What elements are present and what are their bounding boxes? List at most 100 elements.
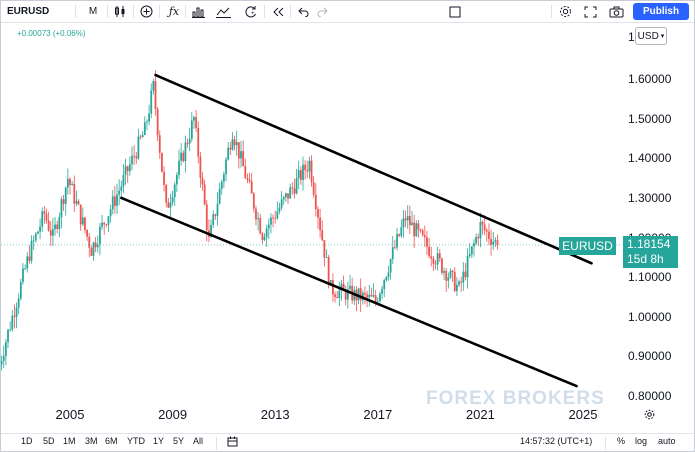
percent-toggle[interactable]: % — [617, 436, 626, 446]
replay-icon[interactable]: + — [243, 1, 259, 22]
channel-upper-trendline — [154, 73, 593, 265]
snapshot-icon[interactable] — [607, 1, 625, 22]
candle-body — [344, 289, 347, 300]
candle-body — [338, 290, 341, 298]
candle-body — [182, 152, 185, 162]
timeframe-5y[interactable]: 5Y — [173, 436, 185, 446]
price-axis-label: 0.90000 — [628, 349, 672, 364]
candle-body — [248, 179, 251, 182]
bar-replay-icon[interactable] — [271, 1, 285, 22]
alert-icon[interactable] — [215, 1, 231, 22]
templates-icon[interactable] — [191, 1, 205, 22]
candle-body — [94, 242, 97, 248]
candle-body — [449, 270, 452, 278]
date-range-icon[interactable] — [227, 436, 238, 449]
divider — [605, 437, 606, 450]
timeframe-3m[interactable]: 3M — [85, 436, 98, 446]
divider — [264, 5, 265, 18]
candle-body — [28, 256, 31, 261]
candle-body — [255, 208, 257, 220]
auto-toggle[interactable]: auto — [658, 436, 676, 446]
candle-body — [229, 147, 232, 150]
candle-body — [394, 247, 396, 249]
currency-selector[interactable]: USD ▾ — [635, 27, 667, 45]
timeframe-1m[interactable]: 1M — [63, 436, 76, 446]
timeframe-1d[interactable]: 1D — [21, 436, 33, 446]
timeframe-5d[interactable]: 5D — [43, 436, 55, 446]
redo-icon[interactable] — [316, 1, 330, 22]
candle-body — [308, 160, 311, 172]
price-axis-label: 1.60000 — [628, 72, 672, 86]
symbol-search-button[interactable]: EURUSD — [7, 6, 50, 17]
candle-body — [32, 240, 35, 241]
candle-body — [483, 224, 486, 231]
candle-body — [464, 271, 467, 278]
candles-layer — [1, 70, 499, 371]
candle-body — [244, 166, 247, 179]
add-compare-icon[interactable] — [139, 1, 153, 22]
current-price-tag: 1.18154 15d 8h — [623, 236, 678, 268]
candle-body — [402, 218, 405, 228]
candle-body — [126, 166, 129, 172]
candle-body — [41, 211, 44, 227]
candle-body — [214, 214, 217, 216]
candle-body — [235, 142, 238, 146]
candle-body — [468, 254, 471, 256]
log-toggle[interactable]: log — [635, 436, 648, 446]
candle-body — [428, 246, 430, 257]
indicators-icon[interactable]: ƒx — [168, 5, 180, 18]
chevron-down-icon: ▾ — [660, 33, 665, 40]
candle-body — [366, 294, 369, 298]
candle-body — [289, 187, 292, 199]
candle-body — [190, 120, 193, 139]
candle-body — [340, 283, 343, 291]
candle-body — [470, 246, 473, 255]
publish-button[interactable]: Publish — [633, 3, 689, 20]
settings-icon[interactable] — [557, 1, 573, 22]
candle-body — [436, 253, 439, 265]
candle-body — [227, 147, 230, 160]
candle-body — [302, 164, 304, 181]
candle-body — [481, 221, 484, 225]
timeframe-1y[interactable]: 1Y — [153, 436, 165, 446]
candle-body — [118, 190, 121, 195]
candle-body — [325, 257, 328, 258]
candle-body — [66, 178, 69, 188]
candle-body — [278, 207, 281, 212]
candle-body — [291, 187, 294, 189]
timeframe-all[interactable]: All — [193, 436, 204, 446]
candle-body — [473, 243, 475, 247]
bar-countdown: 15d 8h — [627, 252, 664, 266]
candle-body — [156, 108, 159, 136]
candle-body — [252, 193, 255, 209]
candle-body — [92, 242, 95, 256]
candle-body — [376, 301, 379, 303]
candle-body — [323, 240, 326, 258]
price-chart[interactable] — [1, 23, 694, 408]
candle-body — [438, 253, 441, 259]
interval-button[interactable]: M — [88, 6, 98, 17]
candle-body — [310, 160, 313, 183]
candles-icon[interactable] — [113, 1, 127, 22]
divider — [107, 5, 108, 18]
timeframe-ytd[interactable]: YTD — [127, 436, 145, 446]
candle-body — [167, 202, 170, 208]
divider — [290, 5, 291, 18]
candle-body — [453, 272, 456, 291]
candle-body — [81, 217, 84, 225]
candle-body — [466, 255, 469, 278]
candle-body — [197, 127, 200, 157]
axis-settings-icon[interactable] — [644, 407, 655, 425]
candle-body — [389, 259, 392, 273]
fullscreen-icon[interactable] — [447, 1, 463, 22]
utc-clock[interactable]: 14:57:32 (UTC+1) — [520, 436, 593, 446]
candle-body — [287, 193, 289, 199]
candle-body — [146, 121, 148, 123]
candle-body — [242, 151, 245, 167]
candle-body — [158, 135, 161, 153]
fullscreen-mode-icon[interactable] — [582, 1, 598, 22]
candle-body — [368, 294, 371, 298]
undo-icon[interactable] — [296, 1, 310, 22]
timeframe-6m[interactable]: 6M — [105, 436, 118, 446]
candle-body — [327, 257, 330, 285]
